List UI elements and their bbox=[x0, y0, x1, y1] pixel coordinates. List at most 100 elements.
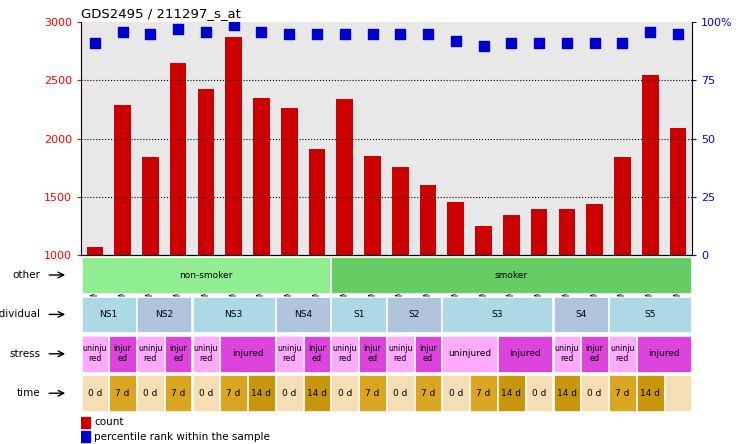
Bar bbox=[193, 336, 219, 372]
Point bbox=[144, 30, 156, 37]
Text: 0 d: 0 d bbox=[449, 388, 463, 398]
Bar bbox=[414, 336, 442, 372]
Text: 14 d: 14 d bbox=[557, 388, 577, 398]
Point bbox=[283, 30, 295, 37]
Point bbox=[311, 30, 323, 37]
Bar bbox=[165, 376, 191, 411]
Text: count: count bbox=[94, 417, 124, 427]
Bar bbox=[197, 89, 214, 255]
Bar bbox=[559, 209, 576, 255]
Bar bbox=[220, 336, 275, 372]
Text: 0 d: 0 d bbox=[88, 388, 102, 398]
Text: injur
ed: injur ed bbox=[169, 345, 187, 363]
Bar bbox=[81, 431, 90, 442]
Point bbox=[672, 30, 684, 37]
Bar bbox=[581, 376, 608, 411]
Text: 7 d: 7 d bbox=[476, 388, 491, 398]
Bar bbox=[276, 336, 302, 372]
Point bbox=[644, 28, 656, 35]
Bar bbox=[220, 376, 247, 411]
Text: individual: individual bbox=[0, 309, 40, 319]
Bar bbox=[442, 297, 553, 332]
Bar bbox=[276, 297, 330, 332]
Point bbox=[367, 30, 378, 37]
Text: injur
ed: injur ed bbox=[364, 345, 381, 363]
Bar bbox=[387, 376, 414, 411]
Bar bbox=[331, 336, 358, 372]
Text: uninju
red: uninju red bbox=[138, 345, 163, 363]
Bar bbox=[364, 156, 381, 255]
Text: 0 d: 0 d bbox=[338, 388, 352, 398]
Bar bbox=[614, 158, 631, 255]
Text: 0 d: 0 d bbox=[532, 388, 546, 398]
Point bbox=[172, 26, 184, 33]
Point bbox=[227, 21, 239, 28]
Text: NS3: NS3 bbox=[224, 310, 243, 319]
Bar bbox=[637, 376, 664, 411]
Text: injured: injured bbox=[509, 349, 541, 358]
Text: 7 d: 7 d bbox=[171, 388, 185, 398]
Bar bbox=[82, 297, 136, 332]
Bar bbox=[331, 257, 691, 293]
Bar bbox=[82, 257, 330, 293]
Text: uninju
red: uninju red bbox=[277, 345, 302, 363]
Text: injur
ed: injur ed bbox=[419, 345, 437, 363]
Text: uninju
red: uninju red bbox=[388, 345, 413, 363]
Bar bbox=[609, 297, 691, 332]
Bar bbox=[359, 336, 386, 372]
Bar bbox=[553, 297, 608, 332]
Bar bbox=[87, 247, 103, 255]
Text: smoker: smoker bbox=[495, 270, 528, 280]
Bar bbox=[670, 128, 686, 255]
Bar bbox=[81, 416, 90, 428]
Bar bbox=[581, 336, 608, 372]
Point bbox=[506, 40, 517, 47]
Bar bbox=[470, 376, 497, 411]
Bar bbox=[281, 108, 297, 255]
Point bbox=[561, 40, 573, 47]
Text: uninju
red: uninju red bbox=[555, 345, 579, 363]
Bar bbox=[336, 99, 353, 255]
Text: injur
ed: injur ed bbox=[308, 345, 326, 363]
Bar bbox=[109, 336, 136, 372]
Point bbox=[255, 28, 267, 35]
Text: other: other bbox=[13, 270, 40, 280]
Bar bbox=[609, 336, 636, 372]
Text: injur
ed: injur ed bbox=[113, 345, 132, 363]
Point bbox=[478, 42, 489, 49]
Bar bbox=[165, 336, 191, 372]
Text: 7 d: 7 d bbox=[615, 388, 629, 398]
Text: NS1: NS1 bbox=[99, 310, 118, 319]
Bar bbox=[304, 336, 330, 372]
Bar bbox=[498, 376, 525, 411]
Text: 14 d: 14 d bbox=[307, 388, 327, 398]
Bar bbox=[225, 37, 242, 255]
Bar bbox=[359, 376, 386, 411]
Bar bbox=[665, 376, 691, 411]
Bar bbox=[142, 158, 159, 255]
Text: S5: S5 bbox=[645, 310, 656, 319]
Point bbox=[533, 40, 545, 47]
Bar bbox=[531, 209, 548, 255]
Text: uninju
red: uninju red bbox=[194, 345, 218, 363]
Bar bbox=[331, 376, 358, 411]
Bar bbox=[248, 376, 275, 411]
Text: 7 d: 7 d bbox=[227, 388, 241, 398]
Text: uninju
red: uninju red bbox=[82, 345, 107, 363]
Point bbox=[394, 30, 406, 37]
Bar bbox=[442, 376, 469, 411]
Text: 7 d: 7 d bbox=[116, 388, 130, 398]
Text: uninju
red: uninju red bbox=[610, 345, 634, 363]
Bar bbox=[170, 63, 186, 255]
Text: 7 d: 7 d bbox=[421, 388, 435, 398]
Bar bbox=[642, 75, 659, 255]
Bar bbox=[276, 376, 302, 411]
Text: 14 d: 14 d bbox=[640, 388, 660, 398]
Point bbox=[617, 40, 629, 47]
Bar bbox=[392, 167, 408, 255]
Point bbox=[200, 28, 212, 35]
Point bbox=[422, 30, 434, 37]
Point bbox=[89, 40, 101, 47]
Bar bbox=[137, 376, 163, 411]
Text: GDS2495 / 211297_s_at: GDS2495 / 211297_s_at bbox=[81, 7, 241, 20]
